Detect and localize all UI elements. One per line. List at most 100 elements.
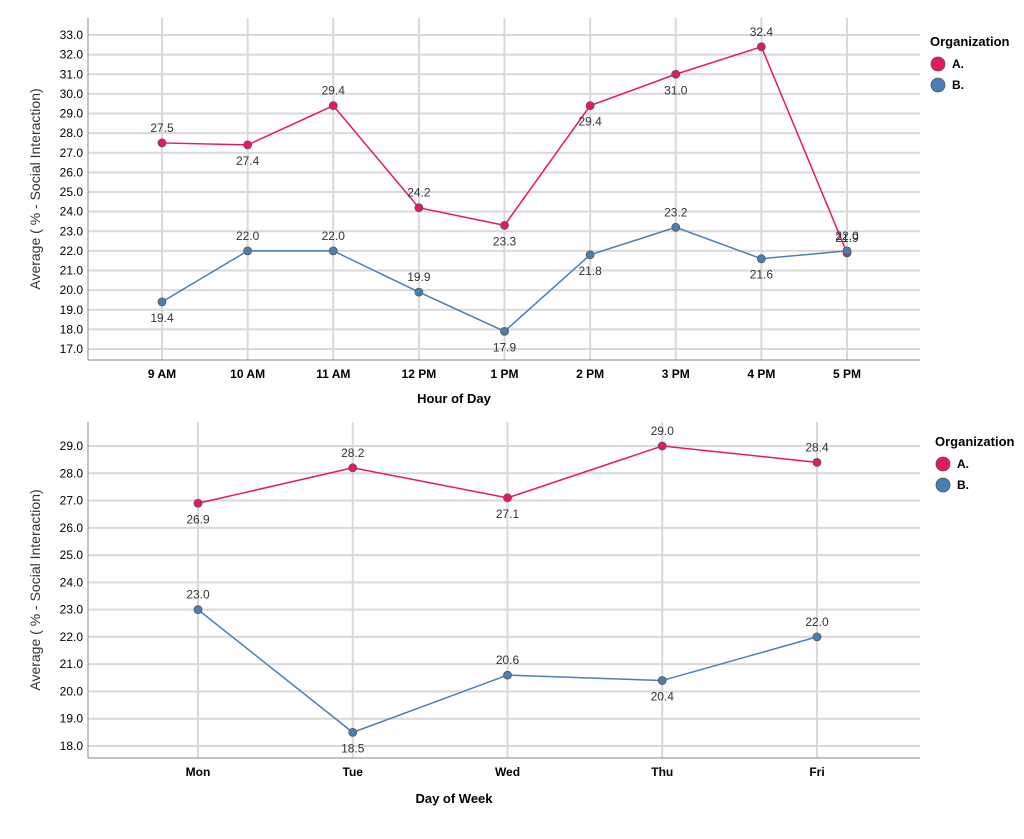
data-label: 20.6 xyxy=(496,653,520,667)
y-tick-label: 18.0 xyxy=(60,322,84,336)
data-point xyxy=(812,457,822,467)
y-tick-label: 24.0 xyxy=(60,575,84,589)
data-point xyxy=(243,140,253,150)
data-label: 21.8 xyxy=(578,264,602,278)
data-point xyxy=(414,203,424,213)
data-point xyxy=(193,498,203,508)
chart-2: 18.0 19.0 20.0 21.0 22.0 23.0 24.0 25.0 26.0 27.0… xyxy=(27,422,1015,806)
x-tick-label: 4 PM xyxy=(747,367,775,381)
data-point xyxy=(657,676,667,685)
legend-swatch xyxy=(935,477,951,493)
data-label: 19.9 xyxy=(407,270,431,284)
x-tick-label: 3 PM xyxy=(662,367,690,381)
data-label: 26.9 xyxy=(186,512,210,526)
y-tick-label: 17.0 xyxy=(60,342,84,356)
data-point xyxy=(348,463,358,473)
legend-swatch xyxy=(930,77,946,93)
y-tick-label: 26.0 xyxy=(60,521,84,535)
data-label: 22.0 xyxy=(805,615,829,629)
x-tick-label: Thu xyxy=(651,765,673,779)
data-point xyxy=(756,254,766,264)
data-point xyxy=(500,326,509,336)
y-tick-label: 29.0 xyxy=(60,107,84,121)
x-tick-label: 2 PM xyxy=(576,367,604,381)
data-label: 22.0 xyxy=(835,229,859,243)
data-point xyxy=(503,493,512,503)
y-tick-label: 25.0 xyxy=(60,185,84,199)
data-point xyxy=(585,250,595,260)
data-label: 17.9 xyxy=(493,340,517,354)
data-point xyxy=(414,287,424,297)
legend-swatch xyxy=(935,456,951,472)
legend-label: B. xyxy=(957,478,969,492)
x-tick-label: Tue xyxy=(343,765,364,779)
x-tick-label: 5 PM xyxy=(833,367,861,381)
data-point xyxy=(328,246,338,256)
data-point xyxy=(812,632,822,642)
legend-title: Organization xyxy=(930,34,1010,49)
y-axis-title: Average ( % - Social Interaction) xyxy=(27,88,43,289)
data-label: 20.4 xyxy=(651,690,675,704)
y-tick-label: 32.0 xyxy=(60,48,84,62)
y-axis-title: Average ( % - Social Interaction) xyxy=(27,489,43,690)
data-label: 28.4 xyxy=(805,440,829,454)
y-tick-label: 25.0 xyxy=(60,548,84,562)
x-tick-label: 11 AM xyxy=(316,367,350,381)
y-tick-label: 30.0 xyxy=(60,87,84,101)
y-tick-label: 27.0 xyxy=(60,494,84,508)
data-point xyxy=(500,220,509,230)
y-tick-label: 33.0 xyxy=(60,28,84,42)
x-tick-label: 12 PM xyxy=(402,367,437,381)
x-axis-title: Hour of Day xyxy=(417,391,491,406)
data-point xyxy=(671,222,681,232)
x-tick-label: 9 AM xyxy=(148,367,176,381)
y-tick-label: 22.0 xyxy=(60,244,84,258)
y-tick-label: 21.0 xyxy=(60,657,84,671)
y-tick-label: 21.0 xyxy=(60,264,84,278)
data-label: 29.0 xyxy=(651,424,675,438)
data-point xyxy=(671,69,681,79)
y-tick-label: 23.0 xyxy=(60,224,84,238)
data-label: 27.5 xyxy=(150,121,174,135)
legend-label: A. xyxy=(952,57,964,71)
legend-label: A. xyxy=(957,457,969,471)
data-label: 23.3 xyxy=(493,234,517,248)
data-label: 21.6 xyxy=(750,268,774,282)
data-label: 19.4 xyxy=(150,311,174,325)
data-label: 32.4 xyxy=(750,25,774,39)
y-tick-label: 27.0 xyxy=(60,146,84,160)
data-label: 24.2 xyxy=(407,186,431,200)
y-tick-label: 19.0 xyxy=(60,712,84,726)
data-label: 21.9 xyxy=(835,231,859,245)
data-point xyxy=(348,727,358,737)
data-point xyxy=(328,101,338,111)
y-tick-label: 31.0 xyxy=(60,67,84,81)
data-label: 23.0 xyxy=(186,588,210,602)
y-tick-label: 23.0 xyxy=(60,603,84,617)
data-label: 29.4 xyxy=(322,84,346,98)
y-tick-label: 22.0 xyxy=(60,630,84,644)
data-label: 31.0 xyxy=(664,83,688,97)
y-tick-label: 28.0 xyxy=(60,466,84,480)
legend-title: Organization xyxy=(935,434,1015,449)
x-tick-label: Wed xyxy=(495,765,520,779)
y-tick-label: 20.0 xyxy=(60,684,84,698)
data-point xyxy=(503,670,512,680)
x-tick-label: 1 PM xyxy=(490,367,518,381)
data-label: 22.0 xyxy=(236,229,260,243)
x-tick-label: Mon xyxy=(186,765,211,779)
data-point xyxy=(585,101,595,111)
data-label: 29.4 xyxy=(578,115,602,129)
y-tick-label: 29.0 xyxy=(60,439,84,453)
data-point xyxy=(756,42,766,52)
y-tick-label: 19.0 xyxy=(60,303,84,317)
data-point xyxy=(842,246,852,256)
x-tick-label: 10 AM xyxy=(230,367,265,381)
y-tick-label: 26.0 xyxy=(60,165,84,179)
data-label: 27.1 xyxy=(496,507,520,521)
data-label: 22.0 xyxy=(322,229,346,243)
data-label: 23.2 xyxy=(664,205,688,219)
data-label: 18.5 xyxy=(341,741,365,755)
y-tick-label: 28.0 xyxy=(60,126,84,140)
